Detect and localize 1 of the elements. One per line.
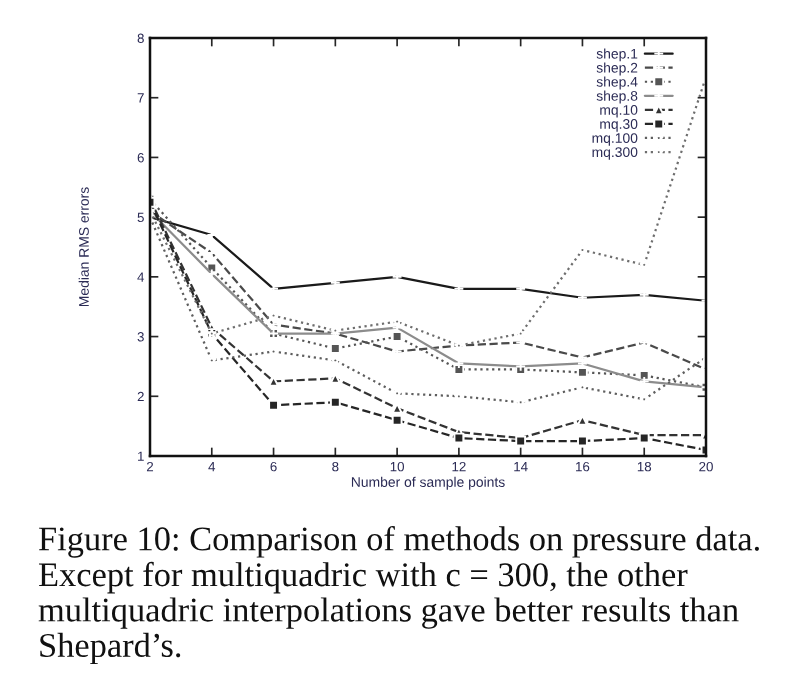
caption: Figure 10: Comparison of methods on pressure data. Except for multiquadric with c = 300, the other multiquadric interpolations gave better results than Shepard’s.	[38, 526, 759, 665]
